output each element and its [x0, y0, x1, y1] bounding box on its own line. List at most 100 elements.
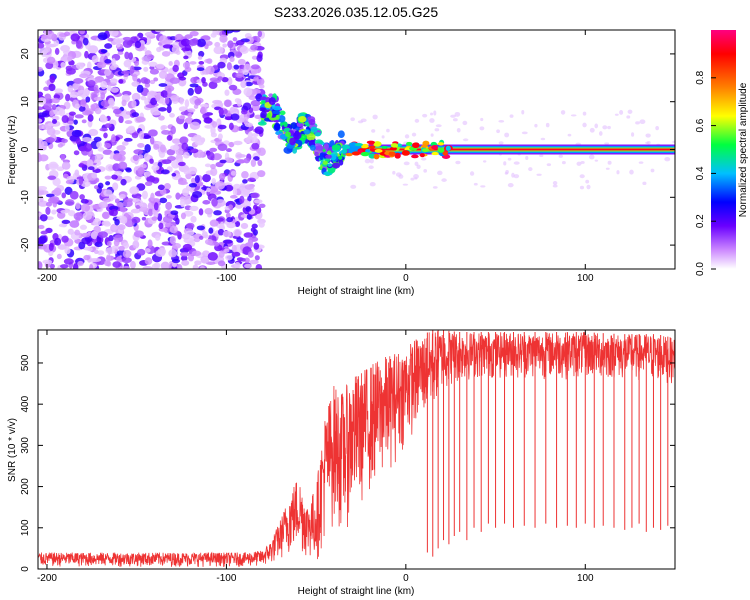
- heatmap-cell: [123, 137, 133, 142]
- heatmap-cell: [118, 115, 124, 124]
- spectrogram-x-axis: -200 -100 0 100: [37, 30, 594, 284]
- heatmap-cell: [72, 263, 79, 269]
- heatmap-cell: [133, 230, 144, 238]
- heatmap-cell: [203, 117, 213, 124]
- spectrogram-ylabel: Frequency (Hz): [7, 116, 18, 185]
- heatmap-cell: [242, 102, 252, 111]
- heatmap-cell: [190, 76, 199, 84]
- heatmap-cell: [119, 193, 126, 199]
- heatmap-cell: [169, 225, 178, 234]
- heatmap-cell: [121, 257, 132, 264]
- heatmap-cell: [579, 185, 585, 190]
- heatmap-cell: [120, 178, 127, 186]
- heatmap-cell: [57, 143, 64, 148]
- heatmap-cell: [540, 137, 546, 141]
- heatmap-cell: [450, 114, 456, 118]
- heatmap-cell: [210, 167, 218, 177]
- heatmap-cell: [106, 241, 112, 247]
- snr-x-tick-label: -200: [37, 573, 57, 584]
- heatmap-cell: [187, 108, 196, 113]
- heatmap-cell: [158, 70, 168, 79]
- heatmap-cell: [560, 110, 566, 115]
- heatmap-cell: [231, 244, 237, 253]
- heatmap-cell: [212, 30, 218, 36]
- heatmap-cell: [188, 183, 198, 188]
- heatmap-cell: [233, 64, 240, 70]
- heatmap-cell: [266, 112, 272, 118]
- heatmap-cell: [189, 148, 199, 154]
- heatmap-cell: [212, 99, 223, 105]
- heatmap-cell: [131, 132, 139, 139]
- heatmap-cell: [292, 148, 298, 154]
- heatmap-cell: [327, 166, 336, 174]
- snr-x-tick-label: 100: [577, 573, 594, 584]
- heatmap-cell: [202, 200, 211, 205]
- heatmap-cell: [437, 142, 445, 146]
- heatmap-cell: [168, 61, 173, 66]
- heatmap-cell: [106, 85, 112, 92]
- snr-panel: -200 -100 0 100 0 100 200 300 400 500 Height of …: [7, 329, 676, 597]
- heatmap-cell: [209, 219, 219, 227]
- heatmap-cell: [82, 211, 93, 221]
- snr-series-line: [38, 331, 675, 568]
- heatmap-cell: [218, 250, 225, 258]
- heatmap-cell: [552, 184, 558, 188]
- heatmap-cell: [240, 80, 247, 89]
- heatmap-cell: [215, 217, 225, 222]
- heatmap-cell: [97, 182, 104, 189]
- heatmap-cell: [254, 114, 262, 119]
- heatmap-cell: [89, 264, 94, 269]
- heatmap-cell: [65, 179, 74, 185]
- spectrogram-y-tick-label: 20: [20, 48, 31, 60]
- heatmap-cell: [211, 198, 218, 207]
- heatmap-cell: [171, 172, 177, 177]
- heatmap-cell: [410, 177, 415, 181]
- heatmap-cell: [73, 78, 84, 84]
- heatmap-cell: [151, 164, 160, 171]
- heatmap-cell: [223, 248, 230, 253]
- heatmap-cell: [80, 180, 91, 188]
- heatmap-cell: [169, 112, 175, 118]
- heatmap-cell: [154, 30, 166, 33]
- heatmap-cell: [187, 87, 194, 96]
- heatmap-cell: [239, 195, 245, 204]
- heatmap-cell: [585, 179, 590, 184]
- heatmap-cell: [235, 39, 245, 46]
- heatmap-cell: [120, 216, 128, 224]
- heatmap-cell: [157, 184, 165, 191]
- heatmap-cell: [63, 31, 71, 37]
- heatmap-cell: [192, 190, 203, 199]
- heatmap-cell: [180, 111, 190, 116]
- heatmap-cell: [56, 253, 62, 260]
- heatmap-cell: [212, 121, 218, 128]
- heatmap-cell: [242, 200, 252, 208]
- heatmap-cell: [88, 128, 99, 137]
- heatmap-cell: [650, 168, 655, 173]
- heatmap-cell: [77, 89, 87, 97]
- heatmap-cell: [199, 266, 205, 269]
- heatmap-cell: [404, 134, 410, 139]
- heatmap-cell: [45, 30, 55, 40]
- heatmap-cell: [341, 144, 350, 150]
- heatmap-cell: [218, 107, 224, 117]
- heatmap-cell: [234, 229, 241, 237]
- heatmap-cell: [228, 141, 235, 148]
- heatmap-cell: [189, 31, 199, 37]
- heatmap-cell: [110, 209, 118, 217]
- heatmap-cell: [198, 50, 205, 58]
- heatmap-cell: [40, 230, 48, 235]
- heatmap-cell: [230, 113, 240, 121]
- snr-y-tick-label: 100: [20, 519, 31, 536]
- heatmap-cell: [567, 133, 572, 137]
- heatmap-cell: [373, 153, 380, 160]
- heatmap-cell: [178, 76, 187, 81]
- heatmap-cell: [144, 248, 151, 253]
- heatmap-cell: [183, 55, 189, 60]
- snr-ylabel: SNR (10 * v/v): [7, 418, 18, 482]
- heatmap-cell: [213, 241, 220, 247]
- heatmap-cell: [226, 148, 232, 153]
- heatmap-cell: [217, 124, 227, 130]
- heatmap-cell: [73, 212, 84, 221]
- heatmap-cell: [194, 260, 202, 266]
- heatmap-cell: [189, 205, 199, 212]
